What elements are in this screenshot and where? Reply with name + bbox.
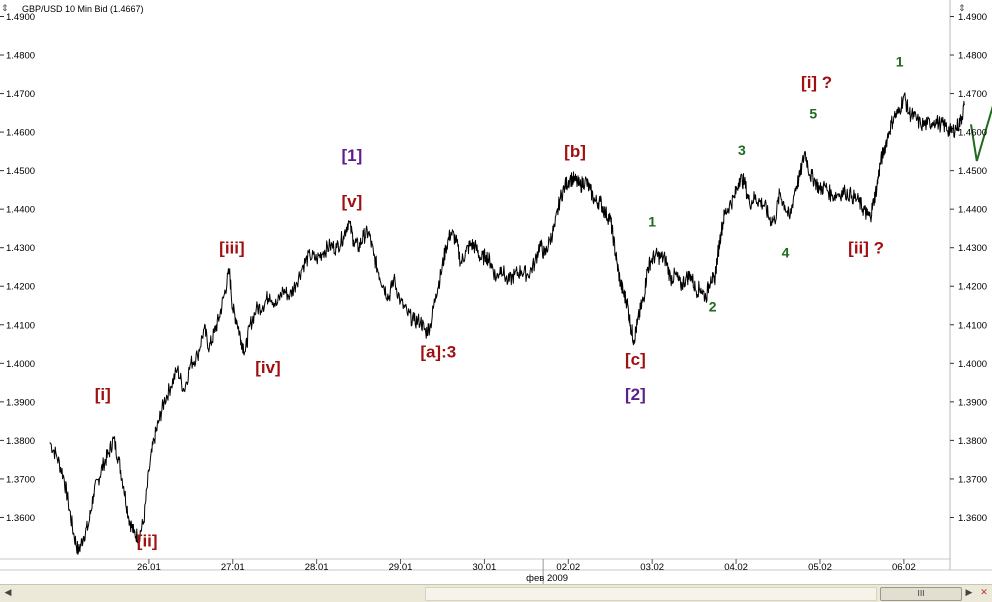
y-tick-label-left: 1.4300 (6, 243, 35, 254)
x-tick-label: 30.01 (473, 562, 497, 573)
y-tick-label: 1.3800 (958, 436, 987, 447)
y-tick-label-left: 1.3700 (6, 474, 35, 485)
y-tick-label: 1.4300 (958, 243, 987, 254)
y-tick-label: 1.4100 (958, 320, 987, 331)
wave-label: 5 (809, 106, 817, 122)
y-tick-label: 1.4500 (958, 166, 987, 177)
chart-background (0, 0, 992, 584)
wave-label: [i] ? (801, 73, 832, 92)
y-tick-label-left: 1.4100 (6, 320, 35, 331)
wave-label: 3 (738, 142, 746, 158)
x-tick-label: 06.02 (892, 562, 916, 573)
price-line (49, 92, 965, 555)
scroll-track[interactable] (425, 587, 877, 601)
y-tick-label-left: 1.4700 (6, 89, 35, 100)
x-tick-label: 27.01 (221, 562, 245, 573)
y-tick-label-left: 1.3600 (6, 513, 35, 524)
scroll-thumb[interactable]: III (880, 587, 962, 601)
scale-icon-left[interactable]: ⇕ (1, 4, 9, 14)
y-tick-label-left: 1.3900 (6, 397, 35, 408)
wave-label: 1 (896, 54, 904, 70)
wave-label: [v] (341, 192, 362, 211)
y-tick-label: 1.4600 (958, 128, 987, 139)
y-tick-label-left: 1.4600 (6, 128, 35, 139)
wave-label: [iv] (255, 358, 281, 377)
x-tick-label: 29.01 (389, 562, 413, 573)
x-tick-label: 05.02 (808, 562, 832, 573)
wave-label: [ii] (137, 531, 158, 550)
wave-label: 4 (782, 244, 790, 260)
y-tick-label-left: 1.4800 (6, 51, 35, 62)
y-tick-label: 1.3700 (958, 474, 987, 485)
close-icon[interactable]: ✕ (980, 588, 988, 598)
y-tick-label: 1.4200 (958, 282, 987, 293)
x-tick-label: 03.02 (640, 562, 664, 573)
y-tick-label-left: 1.4900 (6, 12, 35, 23)
y-tick-label: 1.3600 (958, 513, 987, 524)
wave-label: [ii] ? (848, 238, 884, 257)
y-tick-label: 1.4700 (958, 89, 987, 100)
x-sublabel: фев 2009 (526, 573, 568, 584)
y-tick-label: 1.4400 (958, 205, 987, 216)
wave-label: [c] (625, 350, 646, 369)
scale-icon-right[interactable]: ⇕ (958, 4, 966, 14)
x-tick-label: 26.01 (137, 562, 161, 573)
y-tick-label-left: 1.3800 (6, 436, 35, 447)
scroll-right-icon[interactable]: ▶ (965, 588, 973, 598)
wave-label: [2] (625, 385, 646, 404)
y-tick-label-left: 1.4200 (6, 282, 35, 293)
wave-label: [i] (95, 385, 111, 404)
x-tick-label: 04.02 (724, 562, 748, 573)
y-tick-label-left: 1.4000 (6, 359, 35, 370)
wave-label: [b] (564, 142, 586, 161)
x-tick-label: 02.02 (556, 562, 580, 573)
wave-label: 2 (709, 298, 717, 314)
horizontal-scrollbar[interactable]: ◀ III ▶ ✕ (0, 584, 992, 602)
wave-label: [1] (341, 146, 362, 165)
chart-title: GBP/USD 10 Min Bid (1.4667) (22, 4, 144, 14)
y-tick-label-left: 1.4500 (6, 166, 35, 177)
wave-label: 1 (648, 214, 656, 230)
y-tick-label: 1.3900 (958, 397, 987, 408)
wave-label: [a]:3 (420, 343, 456, 362)
scroll-left-icon[interactable]: ◀ (4, 588, 12, 598)
y-tick-label: 1.4800 (958, 51, 987, 62)
y-tick-label-left: 1.4400 (6, 205, 35, 216)
y-tick-label: 1.4000 (958, 359, 987, 370)
projection-arrow (970, 105, 992, 162)
x-tick-label: 28.01 (305, 562, 329, 573)
y-tick-label: 1.4900 (958, 12, 987, 23)
wave-label: [iii] (219, 238, 245, 257)
